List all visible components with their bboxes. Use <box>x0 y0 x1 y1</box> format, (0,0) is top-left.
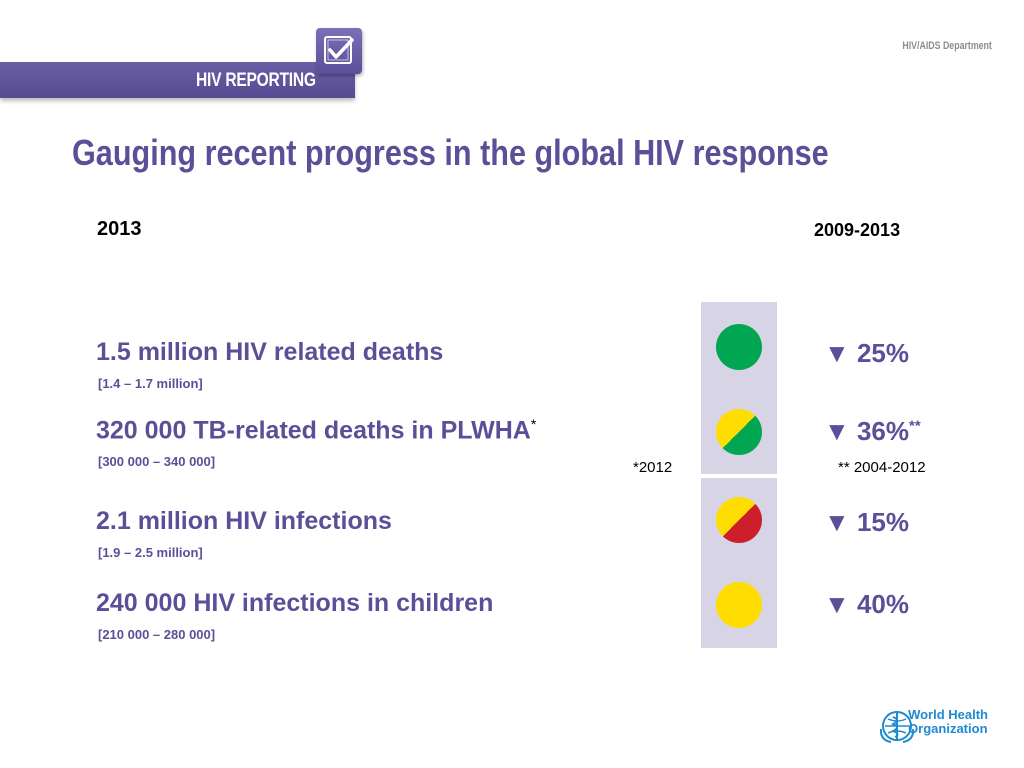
row-hiv-deaths-change: ▼ 25% <box>824 338 909 368</box>
row-tb-deaths-range: [300 000 – 340 000] <box>98 454 216 469</box>
footnote-2012: *2012 <box>633 459 673 476</box>
column-header-2009-2013: 2009-2013 <box>814 220 901 240</box>
row-child-infections-change: ▼ 40% <box>824 589 909 619</box>
row-hiv-infections-range: [1.9 – 2.5 million] <box>98 545 203 560</box>
row-child-infections-label: 240 000 HIV infections in children <box>96 589 494 617</box>
page-title: Gauging recent progress in the global HI… <box>72 132 829 173</box>
header-banner <box>0 62 355 98</box>
row-tb-deaths-footnote-mark: * <box>530 416 537 432</box>
yellow-light-icon <box>716 582 762 628</box>
green-light-icon <box>716 324 762 370</box>
column-divider <box>701 474 777 478</box>
department-label: HIV/AIDS Department <box>902 40 992 52</box>
who-logo-text: World Health Organization <box>908 708 988 736</box>
row-hiv-deaths-range: [1.4 – 1.7 million] <box>98 376 203 391</box>
row-tb-deaths-label: 320 000 TB-related deaths in PLWHA <box>96 416 531 445</box>
who-emblem-icon <box>878 707 916 750</box>
column-header-2013: 2013 <box>97 218 142 240</box>
hiv-reporting-logo-text: HIV REPORTING <box>196 70 316 91</box>
row-hiv-infections-label: 2.1 million HIV infections <box>96 507 392 535</box>
checkbox-logo-icon <box>316 28 362 74</box>
row-tb-deaths-change-group: ▼ 36%** <box>824 416 921 447</box>
row-tb-deaths-change: ▼ 36% <box>824 416 909 446</box>
row-hiv-infections-change: ▼ 15% <box>824 507 909 537</box>
who-line-1: World Health <box>908 707 988 722</box>
yellow-red-light-icon <box>716 497 762 543</box>
yellow-green-light-icon <box>716 409 762 455</box>
checkmark-icon <box>324 36 354 64</box>
footnote-2004-2012: ** 2004-2012 <box>838 459 926 476</box>
who-line-2: Organization <box>908 721 988 736</box>
row-child-infections-range: [210 000 – 280 000] <box>98 627 216 642</box>
row-tb-deaths: 320 000 TB-related deaths in PLWHA* <box>96 416 536 445</box>
row-tb-deaths-change-mark: ** <box>909 417 921 435</box>
row-hiv-deaths-label: 1.5 million HIV related deaths <box>96 338 444 366</box>
